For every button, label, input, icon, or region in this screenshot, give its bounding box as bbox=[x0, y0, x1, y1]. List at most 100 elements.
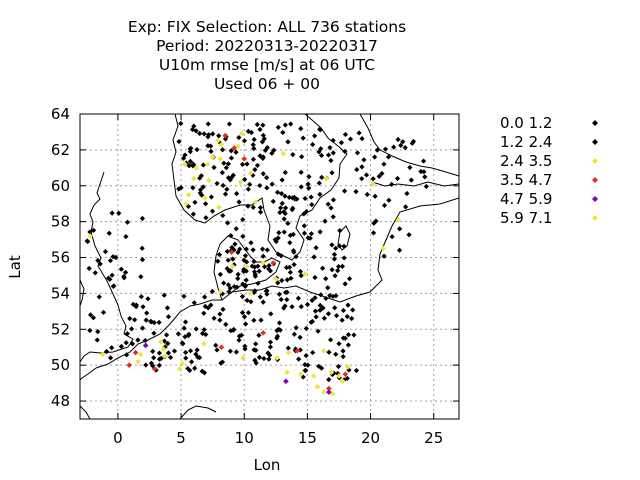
station-point bbox=[310, 349, 316, 356]
station-point bbox=[95, 257, 101, 264]
x-axis-label: Lon bbox=[254, 456, 281, 474]
station-point bbox=[308, 319, 314, 325]
station-point bbox=[264, 145, 270, 151]
station-point bbox=[301, 223, 307, 229]
station-point bbox=[243, 277, 249, 283]
station-point bbox=[214, 180, 220, 187]
station-point bbox=[156, 350, 163, 356]
station-point bbox=[267, 352, 273, 358]
station-point bbox=[87, 312, 94, 318]
station-point bbox=[286, 264, 293, 270]
station-point-bin-2 bbox=[218, 141, 225, 148]
station-point bbox=[255, 263, 261, 269]
station-point bbox=[95, 329, 101, 335]
station-point-bin-2 bbox=[274, 355, 280, 361]
station-point bbox=[182, 319, 189, 325]
station-point bbox=[151, 330, 157, 336]
station-point bbox=[325, 152, 332, 158]
station-point bbox=[313, 314, 319, 320]
station-point bbox=[276, 230, 282, 236]
station-point bbox=[341, 255, 347, 261]
legend-marker bbox=[592, 158, 598, 164]
station-point-bin-2 bbox=[314, 383, 321, 390]
station-point bbox=[250, 156, 256, 162]
station-point bbox=[228, 233, 234, 239]
station-point bbox=[90, 315, 96, 321]
station-point bbox=[217, 271, 223, 277]
x-tick-label: 15 bbox=[298, 429, 317, 447]
station-point bbox=[294, 196, 300, 202]
station-point bbox=[214, 347, 220, 353]
station-point bbox=[278, 253, 284, 259]
station-point bbox=[139, 245, 145, 251]
station-point bbox=[316, 149, 322, 155]
station-point bbox=[296, 356, 302, 362]
station-point-bin-2 bbox=[158, 339, 164, 345]
station-point bbox=[208, 148, 214, 154]
station-point bbox=[161, 292, 167, 298]
station-point bbox=[285, 139, 291, 145]
station-point bbox=[213, 342, 219, 348]
station-point bbox=[302, 195, 308, 202]
station-point bbox=[291, 261, 297, 268]
station-point bbox=[218, 360, 224, 366]
station-point-bin-2 bbox=[370, 181, 376, 187]
station-point bbox=[171, 348, 178, 354]
station-point-bin-2 bbox=[302, 270, 308, 277]
station-point bbox=[224, 186, 230, 192]
station-point bbox=[354, 150, 361, 156]
station-point bbox=[243, 321, 249, 327]
station-point bbox=[180, 155, 187, 161]
station-point bbox=[225, 220, 231, 226]
station-point bbox=[236, 333, 243, 339]
station-point-bin-2 bbox=[395, 217, 402, 223]
station-point bbox=[222, 136, 229, 142]
station-point bbox=[400, 139, 406, 145]
station-point bbox=[250, 142, 256, 148]
station-point bbox=[379, 170, 385, 177]
station-point bbox=[205, 121, 211, 127]
station-point bbox=[344, 375, 350, 382]
station-point bbox=[394, 175, 401, 182]
station-point bbox=[102, 248, 109, 255]
station-point bbox=[301, 211, 307, 217]
station-point bbox=[330, 214, 336, 220]
station-point bbox=[328, 205, 334, 211]
station-point bbox=[148, 318, 154, 325]
station-point bbox=[229, 244, 235, 251]
station-point bbox=[342, 335, 348, 341]
station-point bbox=[422, 174, 428, 180]
station-point bbox=[151, 320, 157, 326]
station-point bbox=[260, 122, 266, 128]
station-point bbox=[190, 185, 196, 191]
station-point bbox=[257, 182, 263, 189]
station-point bbox=[105, 275, 112, 281]
station-point bbox=[289, 304, 295, 310]
station-point bbox=[272, 236, 278, 243]
station-point-bin-3 bbox=[222, 132, 229, 139]
station-point bbox=[236, 199, 242, 205]
station-point bbox=[124, 330, 130, 337]
station-point bbox=[333, 293, 339, 299]
station-point bbox=[257, 294, 263, 300]
station-point bbox=[326, 349, 332, 355]
station-point bbox=[285, 220, 291, 226]
station-point-bin-3 bbox=[260, 330, 266, 336]
station-point bbox=[227, 348, 233, 354]
station-point bbox=[87, 229, 93, 235]
station-point bbox=[282, 303, 288, 309]
station-point bbox=[163, 332, 170, 338]
coastline-germany-poland bbox=[231, 285, 311, 293]
station-point bbox=[145, 296, 151, 302]
station-point bbox=[281, 229, 287, 235]
station-point bbox=[282, 205, 289, 211]
station-point bbox=[107, 276, 113, 282]
station-point bbox=[123, 340, 129, 346]
station-point-bin-2 bbox=[87, 233, 93, 239]
x-tick-label: 25 bbox=[424, 429, 443, 447]
station-point bbox=[330, 137, 336, 144]
title-line-3: U10m rmse [m/s] at 06 UTC bbox=[159, 56, 375, 74]
station-point bbox=[290, 152, 296, 158]
station-point bbox=[421, 169, 427, 175]
